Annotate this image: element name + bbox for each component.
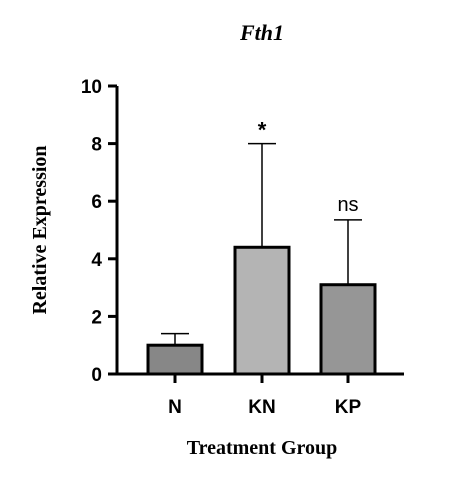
plot-area: 0 2 4 6 8 10 N KN KP * ns	[81, 77, 404, 418]
x-tick-label-N: N	[168, 397, 182, 418]
y-tick-label-10: 10	[81, 77, 102, 98]
chart-title: Fth1	[239, 20, 284, 45]
y-tick-label-4: 4	[91, 250, 102, 271]
bar-N	[146, 343, 204, 376]
y-axis-label: Relative Expression	[29, 145, 51, 314]
significance-label-KP: ns	[337, 194, 358, 216]
y-tick-label-8: 8	[91, 135, 102, 156]
y-tick-label-6: 6	[91, 192, 102, 213]
x-tick-label-KN: KN	[248, 397, 275, 418]
bar-KN	[233, 245, 291, 376]
y-tick-label-2: 2	[91, 307, 102, 328]
y-tick-label-0: 0	[91, 365, 102, 386]
x-axis-label: Treatment Group	[187, 437, 338, 459]
bar-KP	[319, 283, 377, 376]
x-tick-label-KP: KP	[335, 397, 362, 418]
significance-label-KN: *	[258, 118, 267, 143]
